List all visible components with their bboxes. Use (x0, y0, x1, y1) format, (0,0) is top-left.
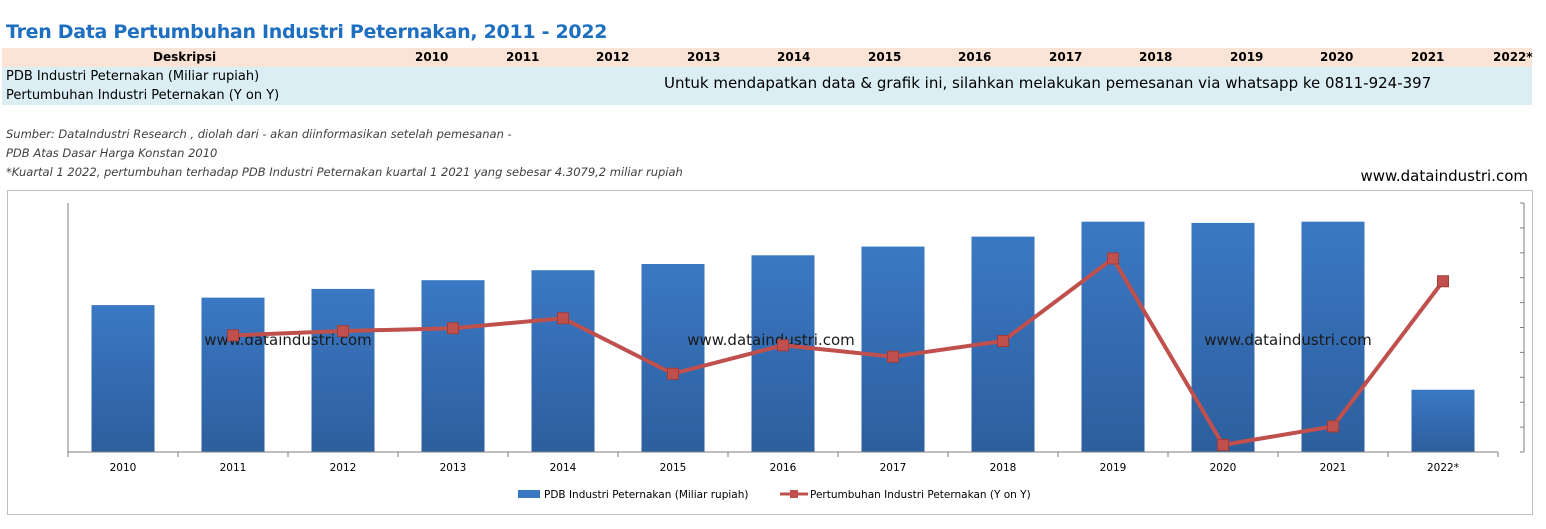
legend-swatch-marker (790, 490, 798, 498)
table-header-year: 2016 (958, 50, 992, 64)
x-tick-label: 2021 (1320, 462, 1347, 474)
chart-frame: 2010 2011 2012 2013 2014 2015 2016 2017 2018 2019… (7, 190, 1533, 515)
table-header-year: 2018 (1139, 50, 1173, 64)
line-growth-point (1327, 420, 1339, 433)
bar-pdb (311, 288, 375, 452)
watermark: www.dataindustri.com (1204, 331, 1372, 349)
table-header-year: 2021 (1411, 50, 1445, 64)
table-row-label: PDB Industri Peternakan (Miliar rupiah) (6, 69, 260, 84)
x-tick-label: 2017 (880, 462, 907, 474)
table-header-year: 2011 (506, 50, 540, 64)
source-line: Sumber: DataIndustri Research , diolah d… (6, 127, 512, 141)
x-tick-label: 2010 (110, 462, 137, 474)
bar-pdb (531, 270, 595, 452)
table-header-year: 2019 (1230, 50, 1264, 64)
watermark: www.dataindustri.com (687, 331, 855, 349)
bar-pdb (861, 246, 925, 452)
table-header-year: 2015 (868, 50, 902, 64)
x-tick-label: 2019 (1100, 462, 1127, 474)
bar-pdb (751, 255, 815, 452)
bar-pdb (641, 264, 705, 452)
table-header-row: Deskripsi 2010 2011 2012 2013 2014 2015 … (2, 48, 1533, 67)
table-header-year: 2014 (777, 50, 811, 64)
x-tick-label: 2020 (1210, 462, 1237, 474)
line-growth-point (1107, 252, 1119, 265)
line-growth-point (227, 329, 239, 342)
source-line: *Kuartal 1 2022, pertumbuhan terhadap PD… (6, 165, 683, 179)
table-header-year: 2020 (1320, 50, 1354, 64)
table-header-year: 2010 (415, 50, 449, 64)
x-tick-label: 2012 (330, 462, 357, 474)
table-header-year: 2013 (687, 50, 721, 64)
legend-swatch-bar (518, 490, 540, 498)
order-note: Untuk mendapatkan data & grafik ini, sil… (664, 74, 1432, 92)
combo-chart: 2010 2011 2012 2013 2014 2015 2016 2017 2018 2019… (67, 202, 1525, 501)
x-tick-label: 2015 (660, 462, 687, 474)
legend-label: Pertumbuhan Industri Peternakan (Y on Y) (810, 489, 1031, 501)
table-header-year: 2012 (596, 50, 630, 64)
page-title: Tren Data Pertumbuhan Industri Peternaka… (6, 21, 608, 43)
x-tick-label: 2014 (550, 462, 577, 474)
bar-pdb (1411, 389, 1475, 452)
x-tick-label: 2016 (770, 462, 797, 474)
table-row-label: Pertumbuhan Industri Peternakan (Y on Y) (6, 88, 280, 103)
line-growth-point (557, 312, 569, 325)
table-body: PDB Industri Peternakan (Miliar rupiah) … (2, 67, 1532, 105)
bar-pdb (1191, 222, 1255, 452)
line-growth-point (1437, 275, 1449, 288)
table-header-year: 2017 (1049, 50, 1083, 64)
line-growth-point (777, 339, 789, 352)
source-line: PDB Atas Dasar Harga Konstan 2010 (6, 146, 218, 160)
x-tick-label: 2018 (990, 462, 1017, 474)
table-header-desc: Deskripsi (153, 50, 217, 64)
line-growth-point (667, 367, 679, 380)
bar-pdb (201, 297, 265, 452)
line-growth-point (447, 322, 459, 335)
table-header-year: 2022* (1493, 50, 1533, 64)
line-growth (232, 256, 1445, 447)
line-growth-point (887, 350, 899, 363)
bar-pdb (91, 305, 155, 452)
x-tick-label: 2013 (440, 462, 467, 474)
website-label: www.dataindustri.com (1360, 167, 1528, 185)
line-growth-point (1217, 438, 1229, 451)
x-tick-label: 2011 (220, 462, 247, 474)
bar-pdb (421, 280, 485, 452)
x-tick-label: 2022* (1427, 462, 1459, 474)
legend-label: PDB Industri Peternakan (Miliar rupiah) (544, 489, 748, 501)
line-growth-point (337, 325, 349, 338)
line-growth-point (997, 335, 1009, 348)
bar-pdb (1301, 221, 1365, 452)
